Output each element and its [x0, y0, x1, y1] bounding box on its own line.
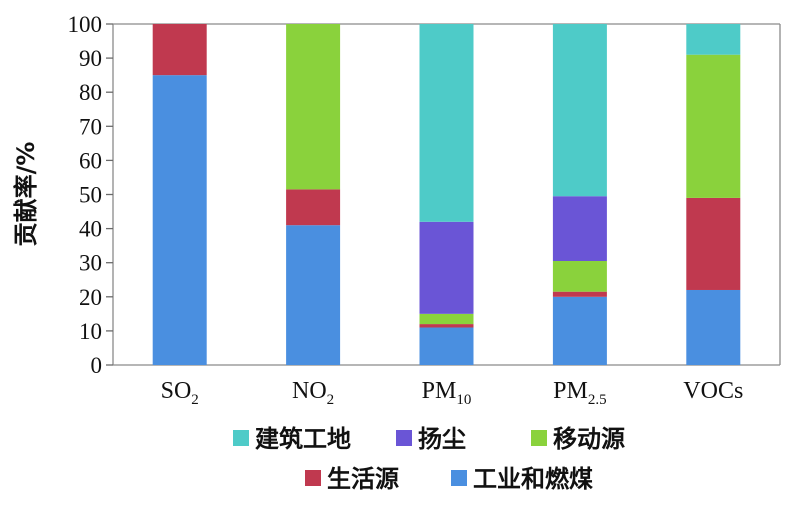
bar-segment: [552, 260, 607, 292]
bar-segment: [552, 296, 607, 365]
y-tick-label: 40: [79, 217, 102, 242]
legend-item: 扬尘: [396, 425, 466, 453]
legend-label: 工业和燃煤: [473, 465, 593, 493]
x-ticks: SO2 NO2 PM10 PM2.5 VOCs: [161, 378, 744, 408]
bar-segment: [419, 327, 474, 365]
y-tick-label: 50: [79, 183, 102, 208]
bar-segment: [686, 197, 741, 290]
x-tick-label: NO2: [292, 378, 334, 408]
legend-item: 建筑工地: [233, 425, 351, 453]
legend-swatch: [233, 430, 249, 446]
bar-segment: [286, 225, 341, 365]
x-tick-label: PM2.5: [553, 378, 606, 408]
y-tick-label: 100: [68, 12, 103, 37]
y-tick-label: 80: [79, 80, 102, 105]
y-tick-label: 0: [91, 353, 103, 378]
bar-segment: [152, 75, 207, 366]
bar-segment: [686, 24, 741, 55]
bar-segment: [419, 313, 474, 325]
bar-segment: [419, 324, 474, 328]
y-tick-label: 90: [79, 46, 102, 71]
y-tick-label: 20: [79, 285, 102, 310]
bar-segment: [686, 54, 741, 198]
bar-segment: [152, 24, 207, 76]
y-tick-label: 70: [79, 114, 102, 139]
x-tick-label: SO2: [161, 378, 199, 408]
x-tick-label: VOCs: [683, 378, 743, 404]
bar-segment: [419, 221, 474, 314]
bars: [152, 24, 741, 366]
bar-segment: [552, 24, 607, 197]
legend-item: 工业和燃煤: [451, 465, 593, 493]
legend-label: 扬尘: [418, 425, 466, 453]
legend-item: 移动源: [531, 425, 625, 453]
bar-segment: [286, 189, 341, 226]
legend-item: 生活源: [305, 465, 399, 493]
legend-swatch: [305, 470, 321, 486]
legend-label: 建筑工地: [255, 425, 351, 453]
legend-swatch: [451, 470, 467, 486]
bar-segment: [552, 291, 607, 297]
y-ticks: 0 10 20 30 40 50 60 70 80 90 100: [68, 12, 113, 378]
bar-segment: [686, 289, 741, 365]
legend-label: 生活源: [327, 465, 399, 493]
legend-swatch: [396, 430, 412, 446]
y-tick-label: 30: [79, 251, 102, 276]
bar-segment: [286, 24, 341, 190]
x-tick-label: PM10: [422, 378, 472, 408]
y-tick-label: 10: [79, 319, 102, 344]
legend-swatch: [531, 430, 547, 446]
y-axis-label: 贡献率/%: [12, 142, 40, 247]
legend-label: 移动源: [553, 425, 625, 453]
y-tick-label: 60: [79, 148, 102, 173]
bar-segment: [419, 24, 474, 222]
bar-segment: [552, 196, 607, 261]
